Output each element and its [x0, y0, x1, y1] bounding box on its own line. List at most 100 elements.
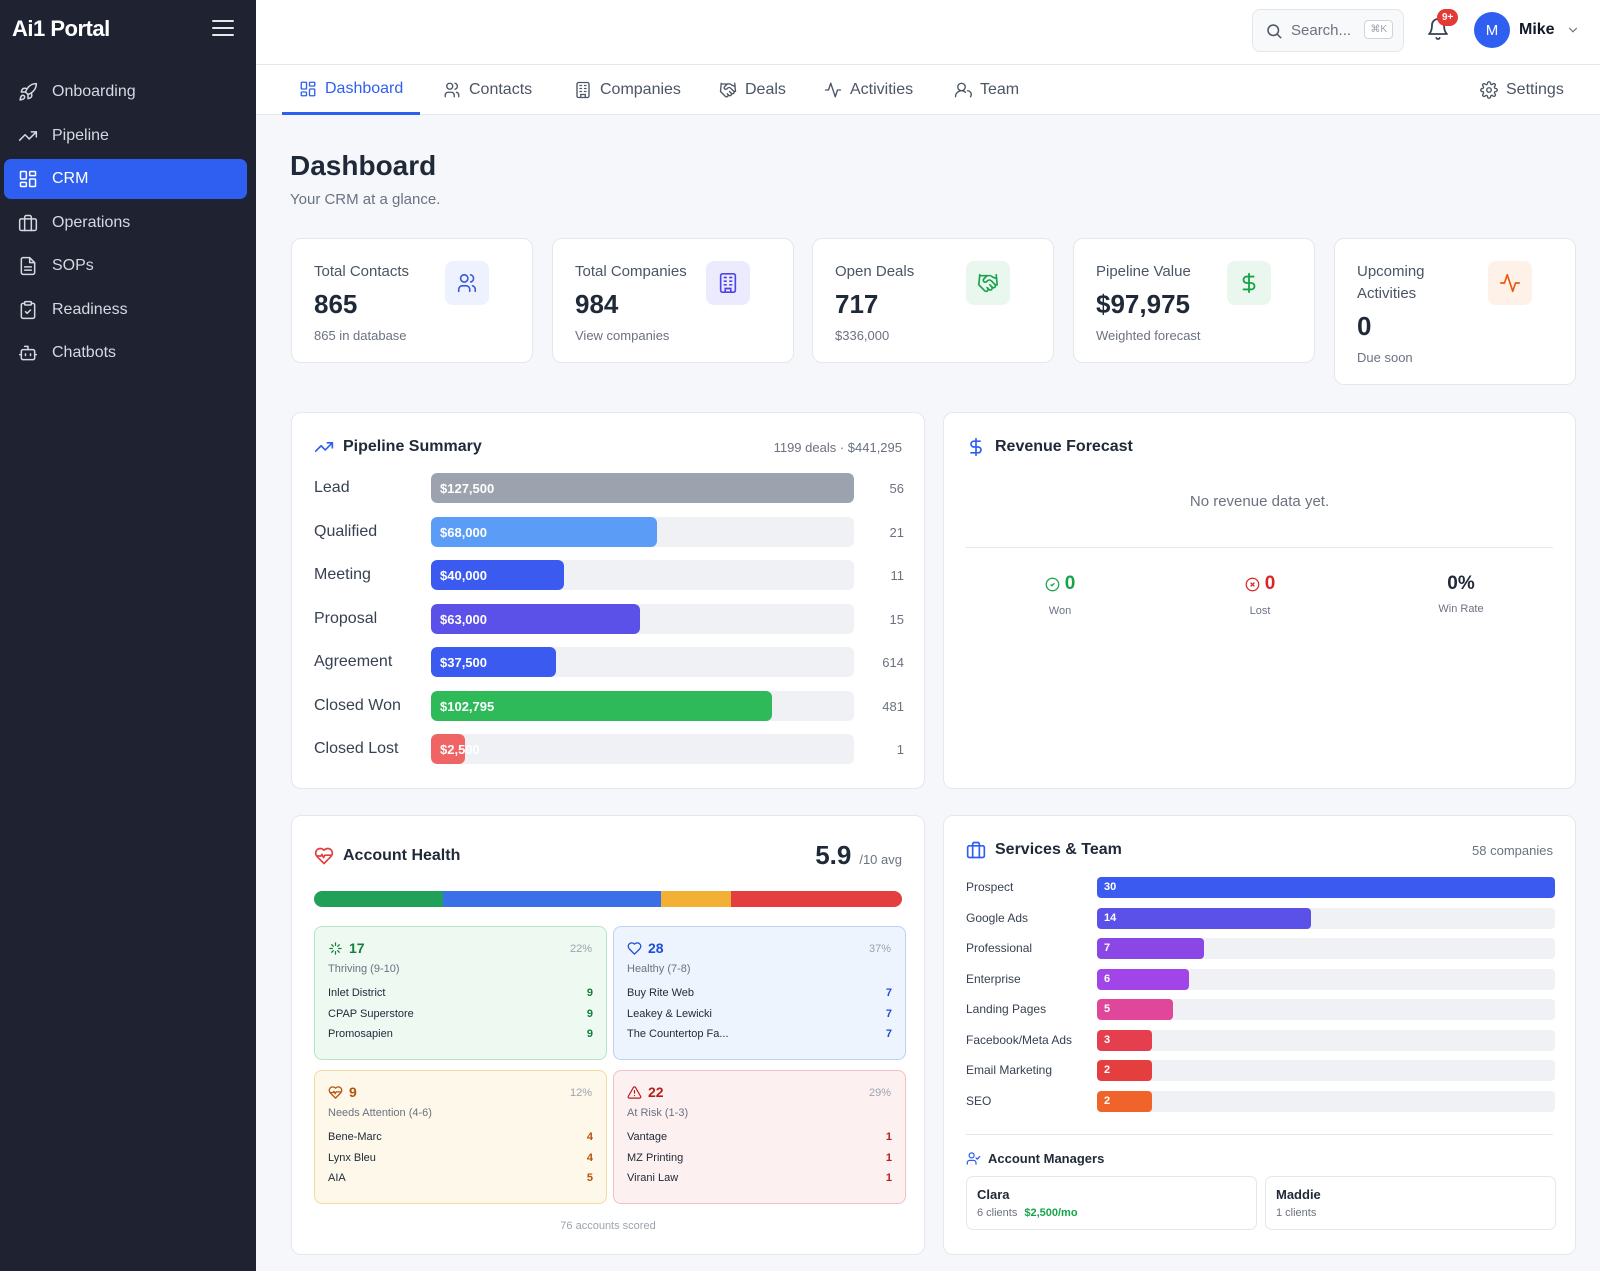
tab-dashboard[interactable]: Dashboard	[282, 65, 421, 115]
stat-card-pipeline-value[interactable]: Pipeline Value $97,975 Weighted forecast	[1073, 238, 1315, 363]
pipeline-stage-row[interactable]: Closed Won $102,795 481	[314, 690, 904, 721]
avatar[interactable]: M	[1474, 12, 1510, 48]
service-row[interactable]: Google Ads 14	[966, 907, 1556, 929]
grid-icon	[300, 81, 316, 96]
sidebar-item-operations[interactable]: Operations	[4, 203, 247, 243]
won-label: Won	[1048, 604, 1072, 617]
sidebar-item-chatbots[interactable]: Chatbots	[4, 333, 247, 373]
health-account-row[interactable]: CPAP Superstore 9	[328, 1004, 593, 1025]
health-account-row[interactable]: Vantage 1	[627, 1127, 892, 1148]
service-row[interactable]: Professional 7	[966, 938, 1556, 959]
health-account-row[interactable]: Lynx Bleu 4	[328, 1148, 593, 1169]
sparkle-icon	[329, 941, 342, 955]
tab-contacts[interactable]: Contacts	[443, 65, 532, 115]
heart-pulse-icon	[328, 1085, 343, 1099]
search-placeholder: Search...	[1291, 22, 1352, 39]
brand-logo[interactable]: Ai1 Portal	[12, 16, 110, 41]
sidebar-item-crm[interactable]: CRM	[4, 159, 247, 199]
manager-card-maddie[interactable]: Maddie 1 clients	[1265, 1176, 1556, 1230]
account-name: Vantage	[627, 1131, 668, 1144]
health-segment	[314, 891, 444, 907]
stat-card-contacts[interactable]: Total Contacts 865 865 in database	[291, 238, 533, 363]
service-row[interactable]: Enterprise 6	[966, 968, 1556, 990]
stat-card-companies[interactable]: Total Companies 984 View companies	[552, 238, 794, 363]
account-score: 9	[586, 987, 593, 1000]
pipeline-stage-row[interactable]: Closed Lost $2,500 1	[314, 734, 904, 764]
stat-card-deals[interactable]: Open Deals 717 $336,000	[812, 238, 1054, 363]
tab-team[interactable]: Team	[954, 65, 1019, 115]
account-name: Buy Rite Web	[627, 987, 695, 1000]
pipeline-stage-row[interactable]: Agreement $37,500 614	[314, 647, 904, 677]
health-account-row[interactable]: Leakey & Lewicki 7	[627, 1004, 892, 1025]
stage-bar-fill	[431, 516, 657, 547]
service-row[interactable]: Facebook/Meta Ads 3	[966, 1029, 1556, 1051]
stat-icon-box	[1488, 261, 1532, 305]
health-account-row[interactable]: Buy Rite Web 7	[627, 983, 892, 1004]
user-name[interactable]: Mike	[1519, 21, 1555, 38]
tab-deals[interactable]: Deals	[719, 65, 786, 115]
warning-icon	[627, 1085, 642, 1099]
settings-button[interactable]: Settings	[1480, 65, 1564, 115]
group-count: 9	[349, 1084, 357, 1100]
health-account-row[interactable]: Virani Law 1	[627, 1168, 892, 1189]
settings-label: Settings	[1506, 81, 1564, 98]
stat-value: 865	[314, 289, 358, 319]
manager-name: Maddie	[1276, 1187, 1321, 1202]
stage-label: Lead	[314, 479, 350, 496]
chevron-down-icon[interactable]	[1566, 23, 1580, 37]
service-row[interactable]: SEO 2	[966, 1090, 1556, 1112]
pipeline-stage-row[interactable]: Lead $127,500 56	[314, 473, 904, 503]
service-row[interactable]: Prospect 30	[966, 877, 1556, 898]
account-name: Lynx Bleu	[328, 1151, 376, 1164]
service-count: 14	[1104, 911, 1117, 924]
health-account-row[interactable]: Promosapien 9	[328, 1024, 593, 1045]
panel-title: Pipeline Summary	[314, 437, 482, 457]
service-bar-track: 14	[1097, 907, 1555, 929]
sidebar-item-onboarding[interactable]: Onboarding	[4, 72, 247, 112]
sidebar-item-sops[interactable]: SOPs	[4, 246, 247, 286]
account-managers-title: Account Managers	[966, 1151, 1104, 1166]
dollar-icon	[970, 437, 982, 457]
service-bar-fill	[1097, 968, 1189, 990]
service-label: SEO	[966, 1093, 992, 1108]
briefcase-icon	[18, 214, 38, 231]
health-account-row[interactable]: Bene-Marc 4	[328, 1127, 593, 1148]
health-account-row[interactable]: AIA 5	[328, 1168, 593, 1189]
stat-label: Pipeline Value	[1096, 263, 1191, 280]
health-account-row[interactable]: The Countertop Fa... 7	[627, 1024, 892, 1045]
stage-label: Closed Won	[314, 696, 401, 714]
menu-toggle-icon[interactable]	[212, 20, 234, 38]
pipeline-stage-row[interactable]: Meeting $40,000 11	[314, 560, 904, 590]
manager-name: Clara	[977, 1187, 1010, 1202]
pipeline-stage-row[interactable]: Proposal $63,000 15	[314, 603, 904, 634]
pipeline-stage-row[interactable]: Qualified $68,000 21	[314, 516, 904, 547]
health-group-card[interactable]: 9 12% Needs Attention (4-6) Bene-Marc 4 Lynx …	[314, 1070, 607, 1204]
service-label: Landing Pages	[966, 1002, 1047, 1016]
health-account-row[interactable]: Inlet District 9	[328, 983, 593, 1004]
account-score: 5	[586, 1172, 593, 1185]
stat-icon-box	[966, 261, 1010, 305]
health-group-card[interactable]: 17 22% Thriving (9-10) Inlet District 9 CPAP …	[314, 926, 607, 1060]
search-input[interactable]: Search... ⌘K	[1252, 9, 1404, 52]
service-bar-fill	[1097, 907, 1311, 929]
sidebar-item-readiness[interactable]: Readiness	[4, 290, 247, 330]
stage-count: 56	[889, 481, 904, 496]
building-icon	[719, 273, 737, 293]
health-group-card[interactable]: 28 37% Healthy (7-8) Buy Rite Web 7 Leakey & …	[613, 926, 906, 1060]
stage-amount: $102,795	[440, 698, 495, 714]
service-row[interactable]: Email Marketing 2	[966, 1060, 1556, 1081]
clipboard-check-icon	[20, 300, 36, 319]
service-label: Prospect	[966, 880, 1014, 894]
sidebar-item-pipeline[interactable]: Pipeline	[4, 116, 247, 156]
health-account-row[interactable]: MZ Printing 1	[627, 1148, 892, 1169]
tab-label: Dashboard	[325, 79, 404, 97]
account-name: AIA	[328, 1172, 346, 1185]
health-group-card[interactable]: 22 29% At Risk (1-3) Vantage 1 MZ Printing 1 Vi…	[613, 1070, 906, 1204]
handshake-icon	[978, 273, 998, 293]
manager-card-clara[interactable]: Clara 6 clients $2,500/mo	[966, 1176, 1257, 1230]
tab-companies[interactable]: Companies	[574, 65, 681, 115]
tab-activities[interactable]: Activities	[824, 65, 913, 115]
account-managers-label: Account Managers	[988, 1151, 1105, 1166]
service-row[interactable]: Landing Pages 5	[966, 999, 1556, 1020]
stat-card-activities[interactable]: Upcoming Activities 0 Due soon	[1334, 238, 1576, 385]
